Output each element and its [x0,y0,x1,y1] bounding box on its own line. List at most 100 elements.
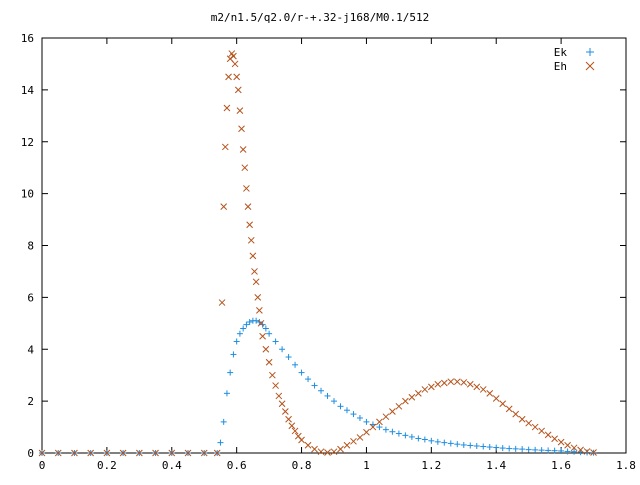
data-point-ek [227,369,234,376]
data-point-eh [324,449,331,456]
x-tick-label: 0 [39,459,46,472]
data-point-eh [460,379,468,386]
legend-label-ek: Ek [554,46,568,59]
data-point-eh [499,400,507,408]
data-point-eh [168,449,176,457]
data-point-eh [356,434,364,441]
data-point-ek [382,426,389,433]
data-point-ek [493,444,500,451]
data-point-eh [512,410,520,418]
data-point-eh [220,203,228,210]
data-point-eh [225,73,232,81]
data-point-ek [415,435,422,442]
x-tick-label: 1.4 [486,459,506,472]
data-point-ek [460,441,467,448]
legend-label-eh: Eh [554,60,567,73]
data-point-ek [217,439,224,446]
data-point-eh [583,448,591,455]
data-point-ek [558,447,565,454]
data-point-ek [486,444,493,451]
data-point-eh [221,143,229,151]
data-point-eh [402,397,409,405]
data-point-eh [564,441,571,449]
data-point-eh [577,446,584,454]
data-point-ek [350,411,357,418]
data-point-ek [395,430,402,437]
x-tick-label: 0.6 [227,459,247,472]
data-point-eh [184,449,192,457]
data-point-ek [318,387,325,394]
data-point-ek [571,448,578,455]
y-tick-label: 14 [21,84,35,97]
data-point-eh [343,441,351,449]
data-point-ek [223,390,230,397]
y-tick-label: 12 [21,136,34,149]
data-point-eh [369,423,377,431]
data-point-eh [200,449,208,457]
data-point-eh [249,252,257,260]
data-point-eh [518,415,526,423]
data-point-ek [584,449,591,456]
data-point-eh [285,415,292,423]
data-point-ek [389,428,396,435]
x-tick-label: 0.4 [162,459,182,472]
data-point-eh [288,422,296,430]
data-point-ek [467,442,474,449]
y-tick-label: 4 [27,343,34,356]
data-point-eh [103,449,111,457]
data-point-ek [279,346,286,353]
data-point-eh [135,449,143,457]
data-point-ek [480,443,487,450]
data-point-eh [231,60,239,68]
data-point-eh [259,332,266,340]
y-tick-label: 16 [21,32,34,45]
legend-marker-ek [586,48,594,56]
data-point-eh [243,185,250,192]
data-point-ek [220,418,227,425]
data-point-eh [251,268,258,275]
data-point-eh [395,402,403,410]
data-point-eh [304,441,312,449]
data-point-eh [590,449,597,456]
y-tick-label: 10 [21,188,34,201]
data-point-ek [428,437,435,444]
data-point-eh [557,438,565,446]
data-point-eh [551,435,558,443]
data-point-ek [233,338,240,345]
data-point-eh [317,448,325,456]
series-eh [38,50,597,457]
data-point-ek [473,442,480,449]
data-point-ek [298,369,305,376]
data-point-ek [512,445,519,452]
data-point-eh [218,299,226,306]
x-tick-label: 1.8 [616,459,636,472]
data-point-eh [236,107,244,114]
data-point-eh [447,378,455,386]
data-point-ek [408,433,415,440]
data-point-eh [275,392,283,400]
data-point-ek [564,448,571,455]
y-tick-label: 0 [27,447,34,460]
data-point-eh [330,448,338,456]
data-point-eh [291,427,299,435]
data-point-eh [278,400,286,408]
data-point-eh [298,436,305,444]
data-point-ek [236,330,243,337]
data-point-eh [213,449,221,457]
x-tick-label: 1.6 [551,459,571,472]
chart-title: m2/n1.5/q2.0/r-+.32-j168/M0.1/512 [211,11,430,24]
data-point-eh [389,408,396,415]
x-tick-label: 0.8 [292,459,312,472]
data-point-eh [531,423,539,431]
data-point-eh [246,221,253,229]
y-tick-label: 8 [27,240,34,253]
data-point-ek [363,418,370,425]
data-point-ek [311,382,318,389]
data-point-eh [382,413,390,421]
data-point-eh [570,444,578,452]
data-point-ek [292,361,299,368]
x-axis-ticks: 0 0.2 0.4 0.6 0.8 1 1.2 1.4 1.6 1.8 [39,38,636,472]
data-point-eh [257,319,265,327]
